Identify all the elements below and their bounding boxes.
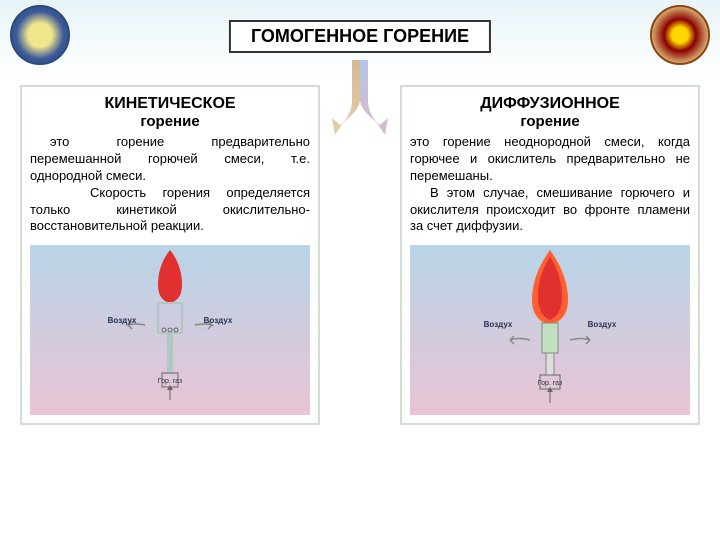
left-emblem-logo	[10, 5, 70, 65]
air-label-right-d: Воздух	[588, 320, 617, 329]
diffusion-text-1: это горение неоднородной смеси, когда го…	[410, 134, 690, 185]
kinetic-heading: КИНЕТИЧЕСКОЕ	[30, 95, 310, 113]
kinetic-diagram: Гор. газ Воздух Воздух	[30, 245, 310, 415]
gas-label: Гор. газ	[158, 378, 182, 385]
diffusion-flame-svg: Гор. газ Воздух Воздух	[410, 245, 690, 415]
kinetic-text-2: Скорость горения определяется только кин…	[30, 185, 310, 236]
diffusion-text-2: В этом случае, смешивание горючего и оки…	[410, 185, 690, 236]
kinetic-subheading: горение	[30, 113, 310, 130]
air-label-left-d: Воздух	[484, 320, 513, 329]
air-label-left: Воздух	[108, 316, 137, 325]
page-title: ГОМОГЕННОЕ ГОРЕНИЕ	[229, 20, 491, 53]
diffusion-subheading: горение	[410, 113, 690, 130]
diffusion-heading: ДИФФУЗИОННОЕ	[410, 95, 690, 113]
diffusion-column: ДИФФУЗИОННОЕ горение это горение неоднор…	[400, 85, 700, 425]
kinetic-flame-svg: Гор. газ Воздух Воздух	[30, 245, 310, 415]
right-emblem-logo	[650, 5, 710, 65]
gas-label-right: Гор. газ	[538, 380, 562, 387]
diffusion-diagram: Гор. газ Воздух Воздух	[410, 245, 690, 415]
kinetic-column: КИНЕТИЧЕСКОЕ горение это горение предвар…	[20, 85, 320, 425]
air-label-right: Воздух	[204, 316, 233, 325]
kinetic-text-1: это горение предварительно перемешанной …	[30, 134, 310, 185]
content-columns: КИНЕТИЧЕСКОЕ горение это горение предвар…	[20, 85, 700, 425]
